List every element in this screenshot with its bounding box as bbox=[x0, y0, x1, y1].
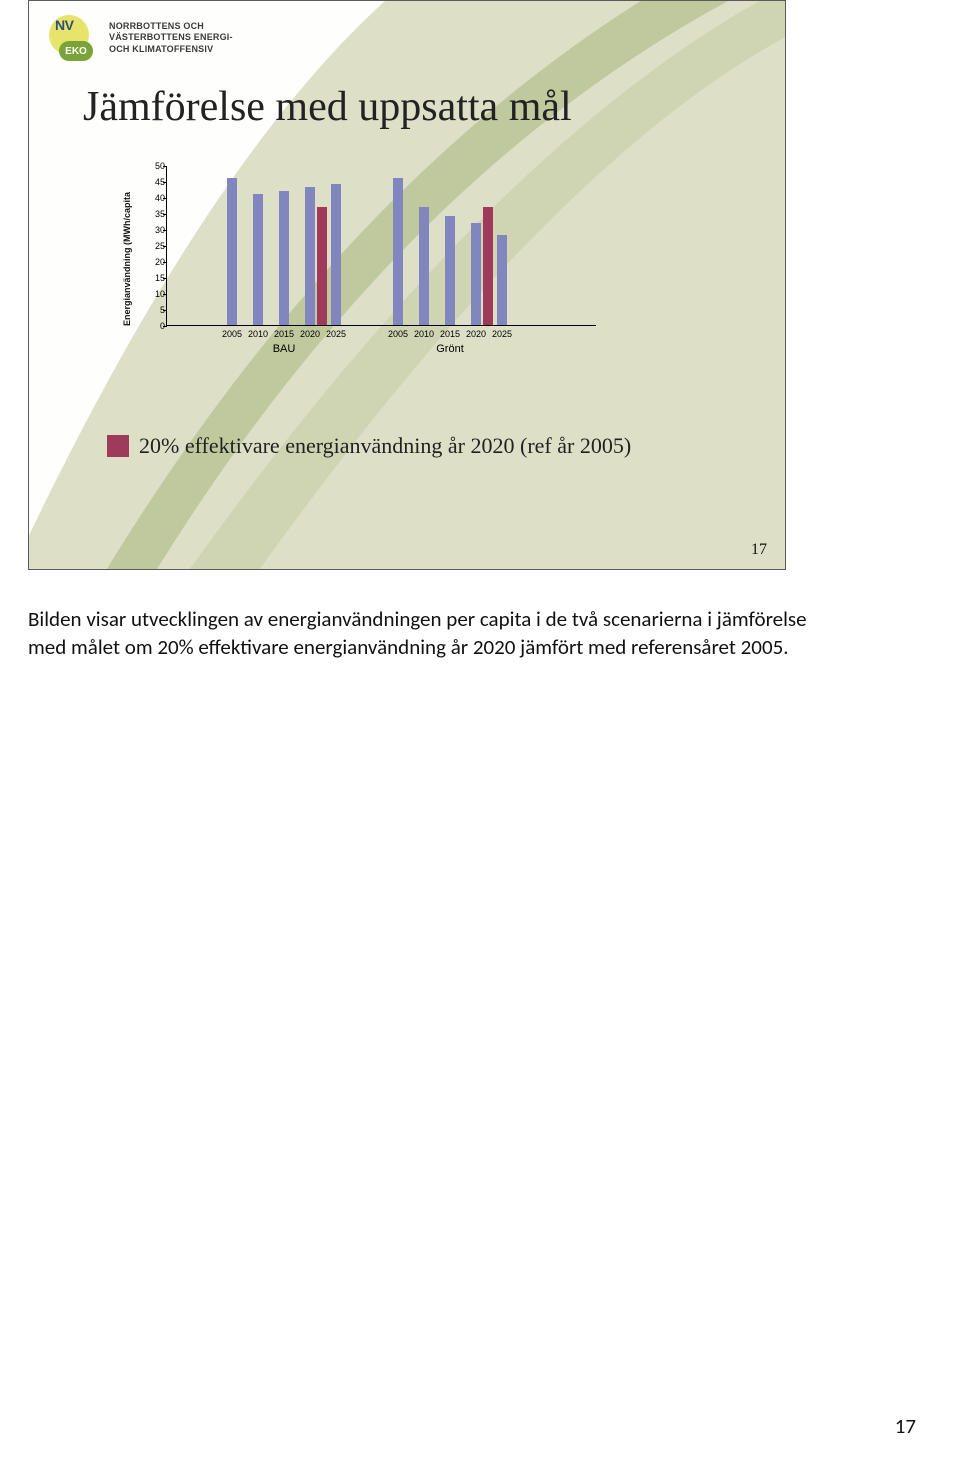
y-tick-label: 45 bbox=[143, 177, 165, 187]
logo-nv-text: NV bbox=[55, 17, 73, 33]
y-tick-mark bbox=[163, 182, 167, 183]
bar bbox=[305, 187, 315, 325]
bar bbox=[483, 207, 493, 325]
y-tick-label: 20 bbox=[143, 257, 165, 267]
bar bbox=[445, 216, 455, 325]
x-tick-label: 2005 bbox=[388, 329, 408, 339]
chart-plot-area: 0510152025303540455020052010201520202025… bbox=[166, 166, 596, 326]
slide-number: 17 bbox=[751, 541, 767, 559]
page-number: 17 bbox=[895, 1413, 916, 1439]
y-tick-mark bbox=[163, 166, 167, 167]
x-tick-label: 2015 bbox=[440, 329, 460, 339]
y-tick-label: 10 bbox=[143, 289, 165, 299]
x-tick-label: 2010 bbox=[248, 329, 268, 339]
org-line-2: VÄSTERBOTTENS ENERGI- bbox=[109, 32, 233, 43]
bar bbox=[331, 184, 341, 325]
x-tick-label: 2025 bbox=[326, 329, 346, 339]
y-tick-mark bbox=[163, 230, 167, 231]
bar bbox=[471, 223, 481, 325]
nv-eko-logo: NV EKO bbox=[49, 15, 95, 61]
bar bbox=[317, 207, 327, 325]
y-tick-label: 35 bbox=[143, 209, 165, 219]
y-axis-label: Energianvändning (MWh/capita bbox=[122, 166, 136, 351]
legend-swatch bbox=[107, 435, 129, 457]
bar bbox=[497, 235, 507, 325]
y-tick-label: 5 bbox=[143, 305, 165, 315]
x-tick-label: 2020 bbox=[300, 329, 320, 339]
x-tick-label: 2020 bbox=[466, 329, 486, 339]
slide-title: Jämförelse med uppsatta mål bbox=[83, 83, 572, 131]
bar bbox=[279, 191, 289, 325]
x-tick-label: 2010 bbox=[414, 329, 434, 339]
y-tick-label: 40 bbox=[143, 193, 165, 203]
y-tick-mark bbox=[163, 262, 167, 263]
y-tick-mark bbox=[163, 198, 167, 199]
energy-chart: Energianvändning (MWh/capita 05101520253… bbox=[134, 166, 604, 371]
y-tick-label: 50 bbox=[143, 161, 165, 171]
caption-text: Bilden visar utvecklingen av energianvän… bbox=[28, 606, 808, 661]
legend-text: 20% effektivare energianvändning år 2020… bbox=[139, 433, 631, 459]
y-tick-label: 0 bbox=[143, 321, 165, 331]
group-label: Grönt bbox=[436, 343, 464, 355]
bar bbox=[253, 194, 263, 325]
bar bbox=[227, 178, 237, 325]
org-line-3: OCH KLIMATOFFENSIV bbox=[109, 44, 233, 55]
x-tick-label: 2005 bbox=[222, 329, 242, 339]
y-tick-label: 25 bbox=[143, 241, 165, 251]
y-tick-mark bbox=[163, 214, 167, 215]
group-label: BAU bbox=[273, 343, 296, 355]
y-tick-mark bbox=[163, 326, 167, 327]
y-tick-mark bbox=[163, 278, 167, 279]
y-tick-label: 15 bbox=[143, 273, 165, 283]
slide-thumbnail: NV EKO NORRBOTTENS OCH VÄSTERBOTTENS ENE… bbox=[28, 0, 786, 570]
x-tick-label: 2025 bbox=[492, 329, 512, 339]
organization-name: NORRBOTTENS OCH VÄSTERBOTTENS ENERGI- OC… bbox=[109, 21, 233, 55]
x-tick-label: 2015 bbox=[274, 329, 294, 339]
legend: 20% effektivare energianvändning år 2020… bbox=[107, 433, 631, 459]
org-line-1: NORRBOTTENS OCH bbox=[109, 21, 233, 32]
y-tick-mark bbox=[163, 310, 167, 311]
bar bbox=[419, 207, 429, 325]
slide-header: NV EKO NORRBOTTENS OCH VÄSTERBOTTENS ENE… bbox=[49, 15, 233, 61]
y-tick-label: 30 bbox=[143, 225, 165, 235]
logo-eko-text: EKO bbox=[59, 41, 93, 61]
bar bbox=[393, 178, 403, 325]
y-tick-mark bbox=[163, 246, 167, 247]
y-tick-mark bbox=[163, 294, 167, 295]
